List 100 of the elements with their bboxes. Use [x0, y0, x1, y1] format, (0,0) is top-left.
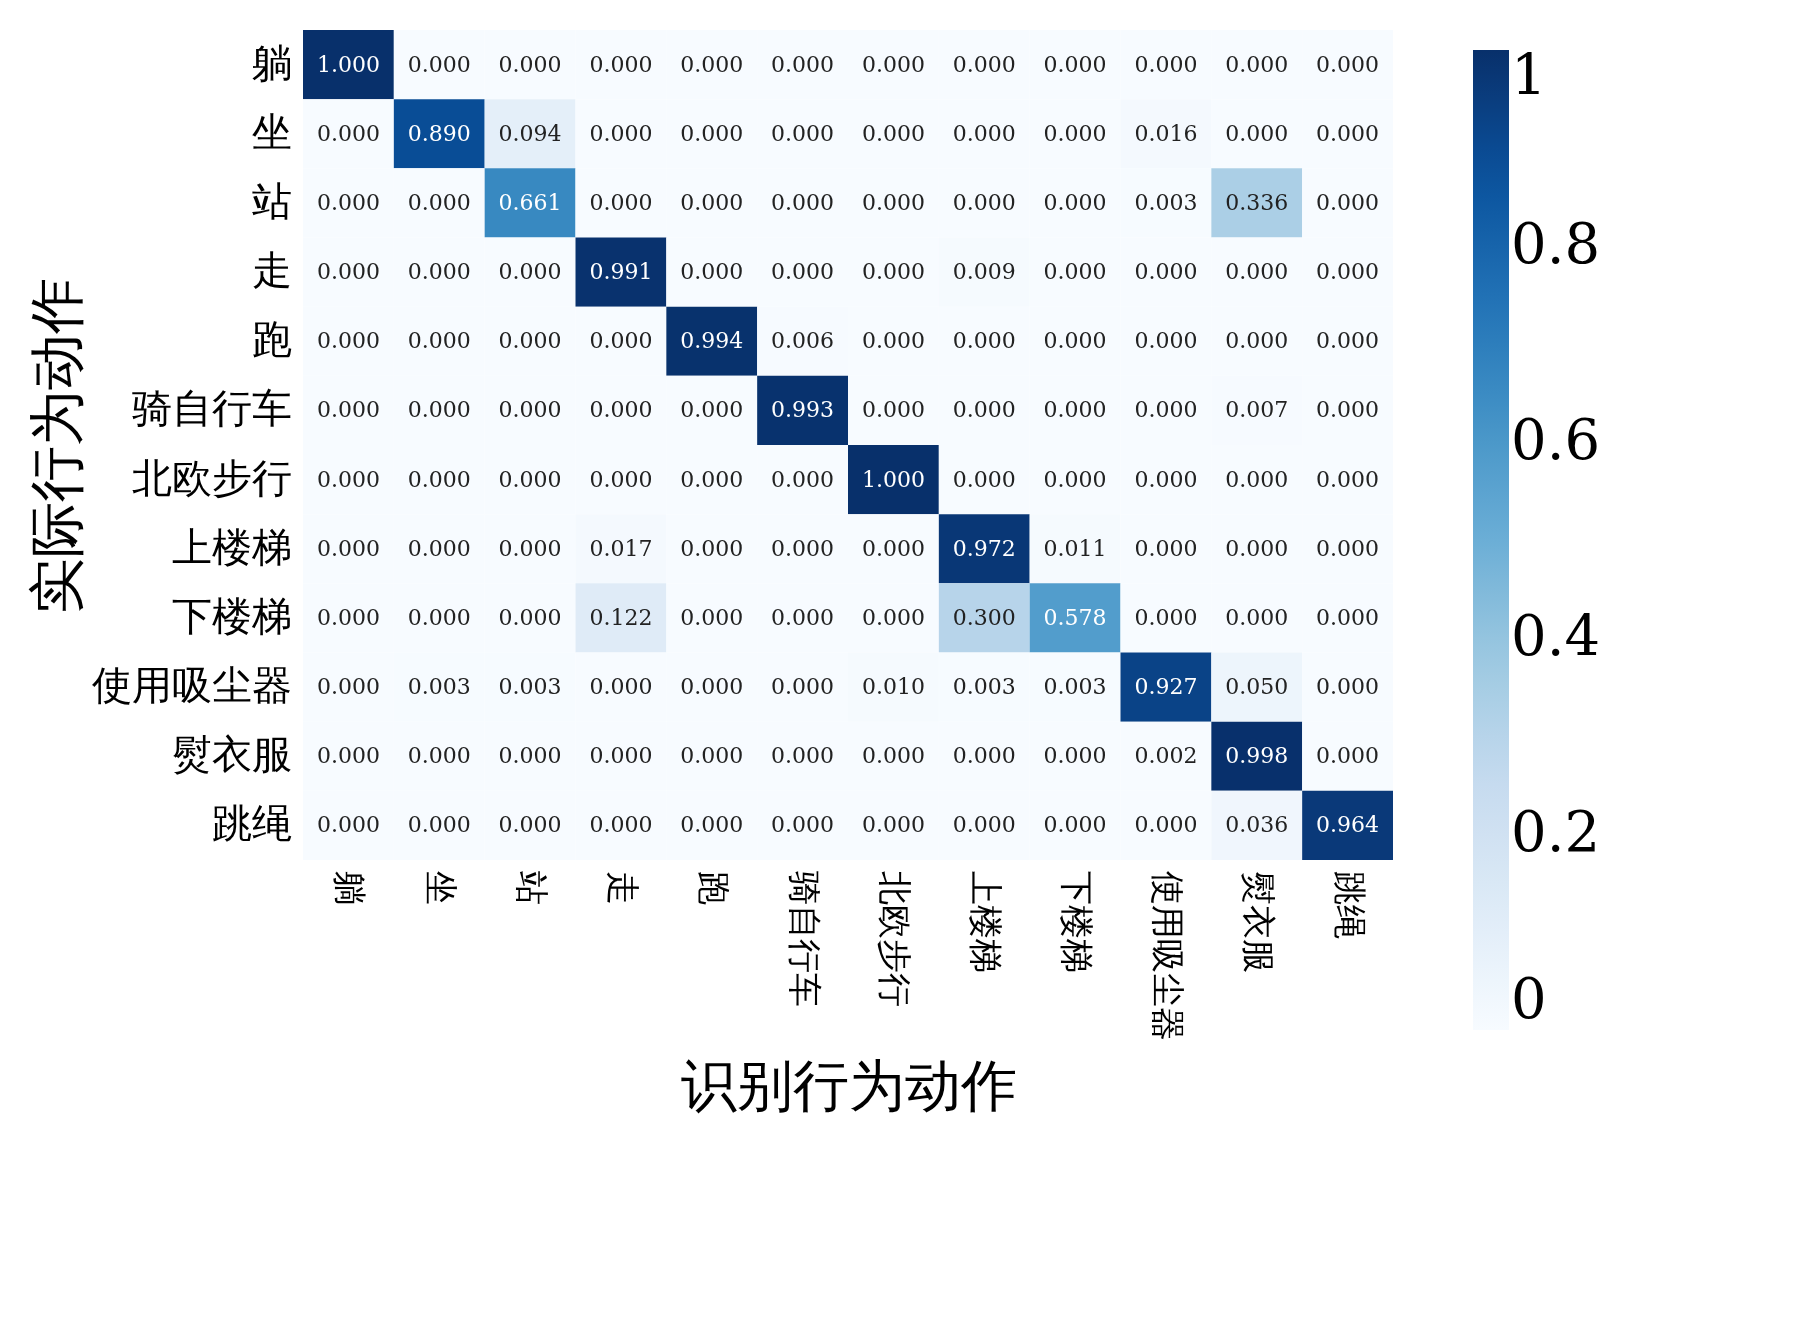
data-label: 0.000 [407, 604, 471, 630]
data-label: 0.000 [1225, 51, 1289, 77]
data-label: 0.000 [680, 674, 744, 700]
y-tick-label: 下楼梯 [171, 592, 292, 639]
y-tick-label: 使用吸尘器 [91, 662, 292, 709]
data-label: 0.050 [1225, 674, 1289, 700]
y-tick-label: 上楼梯 [171, 523, 292, 570]
data-label: 0.000 [771, 604, 835, 630]
data-label: 0.000 [316, 328, 380, 354]
data-label: 0.003 [1043, 674, 1107, 700]
x-tick-label: 躺 [330, 870, 371, 905]
data-label: 0.000 [680, 743, 744, 769]
data-label: 0.000 [952, 743, 1016, 769]
data-label: 0.000 [316, 604, 380, 630]
data-label: 0.972 [952, 535, 1016, 561]
data-label: 0.000 [498, 466, 562, 492]
data-label: 0.000 [1043, 328, 1107, 354]
color-bar-label: 0.4 [1511, 603, 1601, 668]
data-label: 0.000 [407, 397, 471, 423]
data-label: 0.000 [1316, 535, 1380, 561]
data-label: 1.000 [861, 466, 925, 492]
y-tick-label: 走 [251, 247, 292, 294]
data-label: 0.000 [407, 743, 471, 769]
data-label: 0.000 [771, 259, 835, 285]
data-label: 0.000 [1134, 604, 1198, 630]
data-label: 0.000 [680, 259, 744, 285]
data-label: 0.000 [771, 743, 835, 769]
data-label: 0.000 [498, 535, 562, 561]
data-label: 0.000 [407, 189, 471, 215]
data-label: 0.000 [861, 189, 925, 215]
data-label: 0.000 [407, 259, 471, 285]
data-label: 0.890 [407, 120, 471, 146]
data-label: 0.000 [952, 189, 1016, 215]
data-label: 1.000 [316, 51, 380, 77]
data-label: 0.000 [1316, 674, 1380, 700]
data-label: 0.002 [1134, 743, 1198, 769]
data-label: 0.000 [1043, 812, 1107, 838]
data-label: 0.000 [1043, 120, 1107, 146]
data-label: 0.000 [680, 397, 744, 423]
data-label: 0.000 [1134, 259, 1198, 285]
data-label: 0.000 [1043, 259, 1107, 285]
y-tick-label: 熨衣服 [171, 731, 292, 778]
data-label: 0.000 [316, 812, 380, 838]
data-label: 0.000 [771, 535, 835, 561]
data-label: 0.000 [680, 604, 744, 630]
data-label: 0.000 [1134, 812, 1198, 838]
data-label: 0.000 [1043, 189, 1107, 215]
data-label: 0.003 [952, 674, 1016, 700]
data-label: 0.000 [1043, 743, 1107, 769]
data-label: 0.000 [861, 604, 925, 630]
data-label: 0.000 [1134, 466, 1198, 492]
data-label: 0.000 [316, 466, 380, 492]
data-label: 0.000 [1225, 535, 1289, 561]
data-label: 0.000 [952, 51, 1016, 77]
x-tick-label: 下楼梯 [1057, 870, 1098, 973]
data-label: 0.003 [498, 674, 562, 700]
data-label: 0.000 [589, 812, 653, 838]
data-label: 0.000 [407, 812, 471, 838]
y-tick-label: 骑自行车 [131, 385, 292, 432]
data-label: 0.000 [1225, 120, 1289, 146]
x-tick-label: 跳绳 [1329, 870, 1370, 939]
x-tick-label: 熨衣服 [1238, 870, 1279, 973]
data-label: 0.000 [589, 328, 653, 354]
data-label: 0.000 [1043, 466, 1107, 492]
data-label: 0.009 [952, 259, 1016, 285]
data-label: 0.661 [498, 189, 562, 215]
data-label: 0.000 [498, 743, 562, 769]
data-label: 0.000 [498, 328, 562, 354]
data-label: 0.000 [407, 535, 471, 561]
data-label: 0.000 [1316, 51, 1380, 77]
y-tick-label: 跳绳 [211, 800, 292, 847]
data-label: 0.000 [1225, 259, 1289, 285]
x-tick-label: 坐 [421, 870, 462, 905]
x-tick-label: 北欧步行 [875, 870, 916, 1007]
data-label: 0.000 [1225, 604, 1289, 630]
y-axis-title: 实际行为动作 [23, 277, 89, 614]
data-label: 0.000 [861, 120, 925, 146]
data-label: 0.991 [589, 259, 653, 285]
data-label: 0.094 [498, 120, 562, 146]
data-label: 0.000 [589, 674, 653, 700]
y-tick-label: 坐 [251, 108, 292, 155]
data-label: 0.017 [589, 535, 653, 561]
data-label: 0.000 [680, 535, 744, 561]
data-label: 0.000 [680, 51, 744, 77]
data-label: 0.000 [680, 466, 744, 492]
data-label: 0.000 [952, 812, 1016, 838]
data-label: 0.000 [861, 51, 925, 77]
data-label: 0.000 [407, 328, 471, 354]
data-label: 0.006 [771, 328, 835, 354]
data-label: 0.000 [589, 51, 653, 77]
data-label: 0.000 [316, 674, 380, 700]
data-label: 0.000 [498, 604, 562, 630]
data-label: 0.336 [1225, 189, 1289, 215]
x-tick-label: 使用吸尘器 [1147, 870, 1188, 1041]
data-label: 0.000 [316, 120, 380, 146]
data-label: 0.000 [952, 120, 1016, 146]
data-label: 0.000 [952, 328, 1016, 354]
data-label: 0.000 [316, 259, 380, 285]
x-tick-label: 跑 [693, 870, 734, 905]
data-label: 0.300 [952, 604, 1016, 630]
